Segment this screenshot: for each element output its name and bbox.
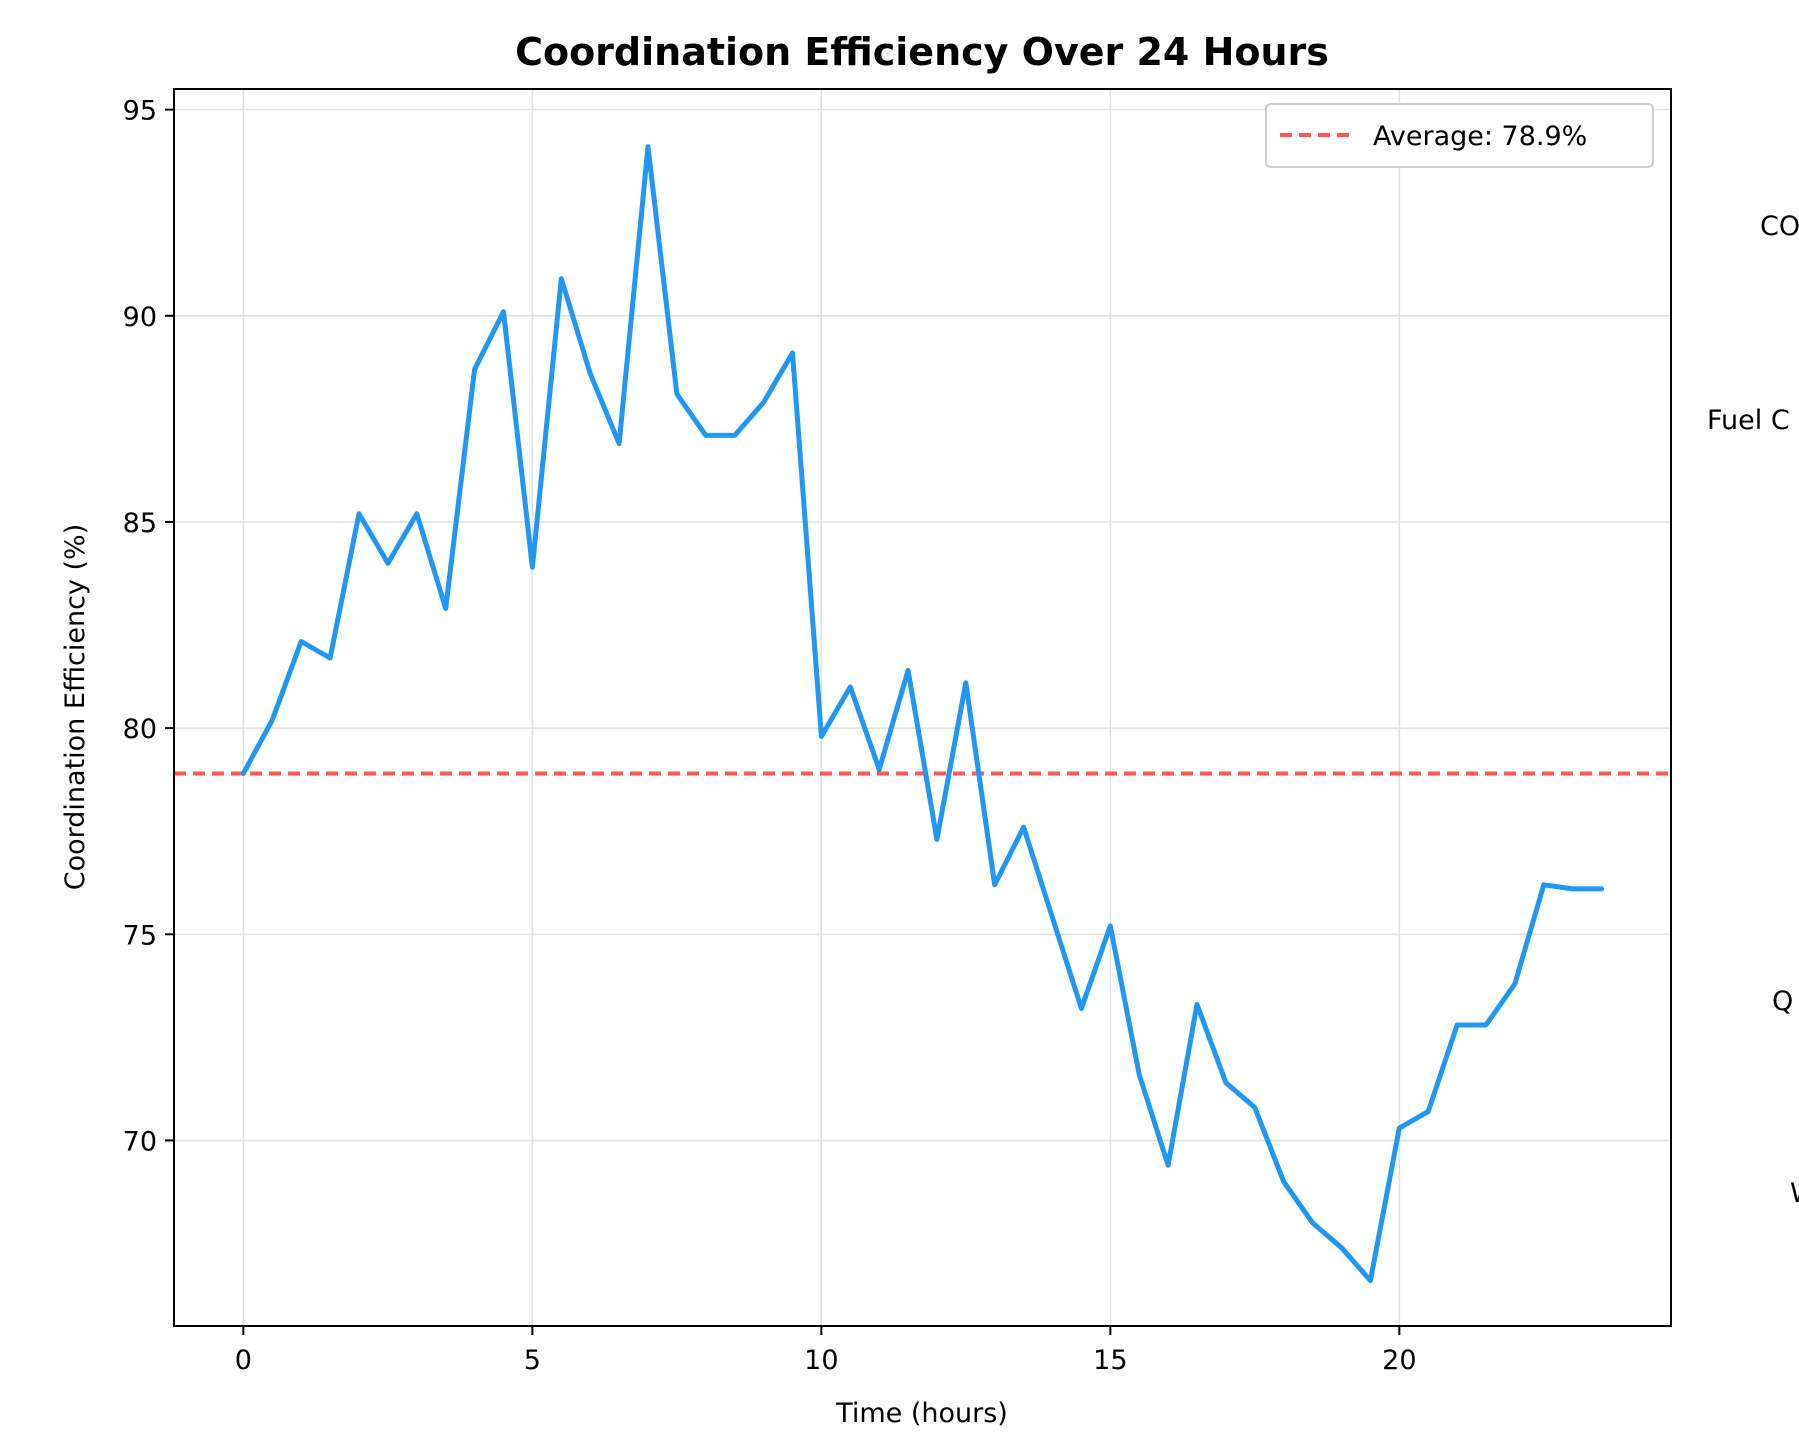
side-label-4: W — [1790, 1178, 1799, 1209]
x-tick-label: 0 — [235, 1345, 252, 1376]
y-tick-label: 90 — [123, 302, 157, 333]
y-tick-label: 80 — [123, 714, 157, 745]
clipped-side-labels: CO Fuel C Q W — [1707, 211, 1799, 1209]
side-label-2: Fuel C — [1707, 405, 1790, 436]
x-tick-label: 10 — [804, 1345, 838, 1376]
x-axis-ticks: 0 5 10 15 20 — [235, 1326, 1417, 1376]
series-line — [240, 144, 1605, 1284]
plot-frame — [173, 88, 1672, 1327]
legend: Average: 78.9% — [1265, 103, 1654, 168]
y-tick-label: 70 — [123, 1126, 157, 1157]
y-tick-label: 95 — [123, 96, 157, 127]
legend-label-average: Average: 78.9% — [1373, 121, 1587, 152]
x-tick-label: 5 — [524, 1345, 541, 1376]
legend-box — [1265, 103, 1654, 168]
y-axis-ticks: 70 75 80 85 90 95 — [123, 96, 174, 1157]
x-tick-label: 20 — [1382, 1345, 1416, 1376]
x-tick-label: 15 — [1093, 1345, 1127, 1376]
y-axis-label: Coordination Efficiency (%) — [60, 524, 91, 890]
side-label-1: CO — [1760, 211, 1799, 242]
series-lines — [240, 144, 1605, 1284]
side-label-3: Q — [1772, 986, 1793, 1017]
y-tick-label: 85 — [123, 508, 157, 539]
y-tick-label: 75 — [123, 920, 157, 951]
x-axis-label: Time (hours) — [835, 1398, 1008, 1429]
chart-title: Coordination Efficiency Over 24 Hours — [515, 30, 1329, 74]
